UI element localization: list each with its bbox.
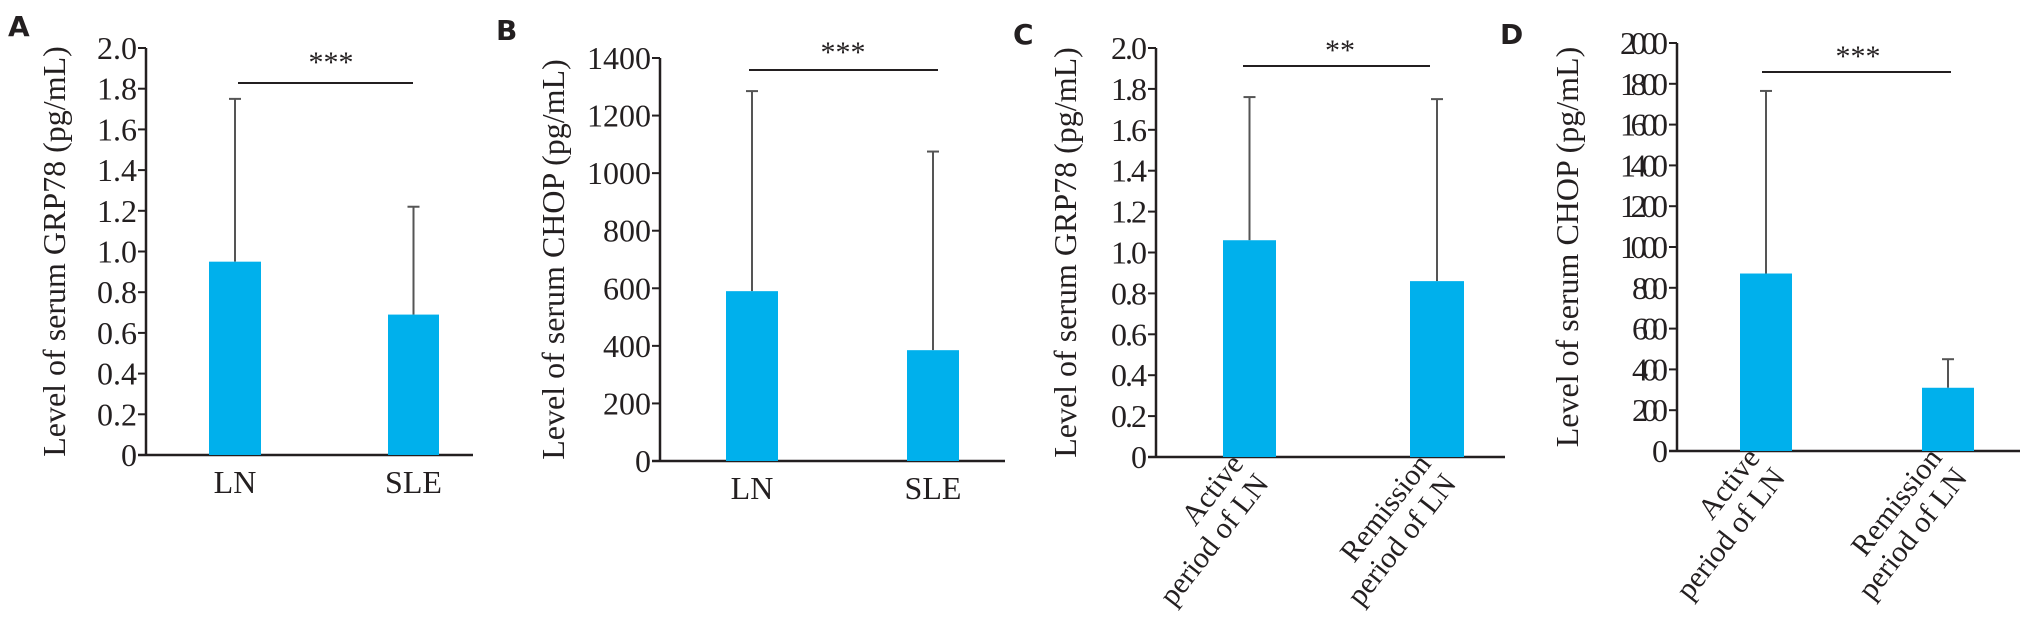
- y-tick-label: 200: [1632, 392, 1668, 428]
- y-tick-label: 2.0: [97, 30, 137, 66]
- x-tick-label: LN: [214, 464, 257, 500]
- y-tick-label: 1800: [1620, 66, 1668, 102]
- y-tick-label: 1200: [587, 98, 651, 134]
- y-tick-label: 1.8: [97, 71, 137, 107]
- y-tick-label: 2.0: [1111, 30, 1147, 66]
- y-tick-label: 600: [603, 270, 651, 306]
- y-tick-label: 1400: [1620, 147, 1668, 183]
- y-tick-label: 0: [635, 443, 651, 479]
- y-tick-label: 1000: [1620, 229, 1668, 265]
- y-tick-label: 0.6: [97, 315, 137, 351]
- y-tick-label: 400: [1632, 351, 1668, 387]
- significance-stars: **: [1325, 34, 1355, 67]
- bar: [907, 350, 959, 461]
- y-tick-label: 800: [1632, 270, 1668, 306]
- panel-letter: D: [1500, 18, 1523, 51]
- x-tick-label: SLE: [905, 470, 962, 506]
- y-tick-label: 600: [1632, 311, 1668, 347]
- bar: [1922, 387, 1974, 451]
- y-tick-label: 1.0: [1111, 235, 1147, 271]
- y-tick-label: 1.4: [97, 152, 137, 188]
- y-axis-title: Level of serum GRP78 (pg/mL): [36, 46, 72, 457]
- y-tick-label: 0.2: [1111, 398, 1147, 434]
- y-tick-label: 0.6: [1111, 316, 1147, 352]
- x-tick-label: SLE: [385, 464, 442, 500]
- y-tick-label: 200: [603, 385, 651, 421]
- y-tick-label: 0.4: [1111, 357, 1147, 393]
- y-tick-label: 0.2: [97, 396, 137, 432]
- y-tick-label: 1.2: [97, 193, 137, 229]
- bar: [209, 261, 261, 455]
- y-axis-title: Level of serum CHOP (pg/mL): [535, 59, 571, 460]
- y-tick-label: 1.8: [1111, 71, 1147, 107]
- y-tick-label: 1.4: [1111, 153, 1147, 189]
- y-tick-label: 800: [603, 213, 651, 249]
- significance-stars: ***: [1836, 40, 1881, 73]
- y-tick-label: 1.6: [97, 111, 137, 147]
- x-tick-label: LN: [731, 470, 774, 506]
- panel-c: C Level of serum GRP78 (pg/mL) 0 0.2 0.4 0.6 0…: [1013, 18, 1505, 612]
- y-tick-label: 0.8: [1111, 275, 1147, 311]
- y-axis-title: Level of serum GRP78 (pg/mL): [1047, 47, 1083, 458]
- bar: [1223, 240, 1276, 457]
- bar: [1740, 273, 1792, 451]
- y-tick-label: 1.6: [1111, 112, 1147, 148]
- y-tick-label: 1600: [1620, 107, 1668, 143]
- panel-d: D Level of serum CHOP (pg/mL) 0 200 400 600 80…: [1500, 18, 2020, 606]
- y-tick-label: 0: [1652, 433, 1668, 469]
- y-axis-title: Level of serum CHOP (pg/mL): [1549, 47, 1585, 448]
- panel-letter: C: [1013, 18, 1034, 51]
- y-tick-label: 0: [121, 437, 137, 473]
- y-tick-label: 1000: [587, 155, 651, 191]
- y-tick-label: 1.0: [97, 234, 137, 270]
- bar: [1410, 281, 1464, 457]
- y-tick-label: 0: [1131, 439, 1147, 475]
- panel-b: B Level of serum CHOP (pg/mL) 0 200 400 600 80…: [496, 14, 1005, 506]
- y-tick-label: 1200: [1620, 188, 1668, 224]
- y-tick-label: 2000: [1620, 25, 1668, 61]
- bar: [726, 291, 778, 461]
- significance-stars: ***: [309, 46, 354, 79]
- panel-letter: A: [8, 10, 30, 43]
- bar: [388, 314, 439, 455]
- y-tick-label: 0.4: [97, 356, 137, 392]
- y-tick-label: 0.8: [97, 274, 137, 310]
- y-tick-label: 1400: [587, 40, 651, 76]
- significance-stars: ***: [821, 36, 866, 69]
- y-tick-label: 1.2: [1111, 194, 1147, 230]
- panel-letter: B: [496, 14, 517, 47]
- y-tick-label: 400: [603, 328, 651, 364]
